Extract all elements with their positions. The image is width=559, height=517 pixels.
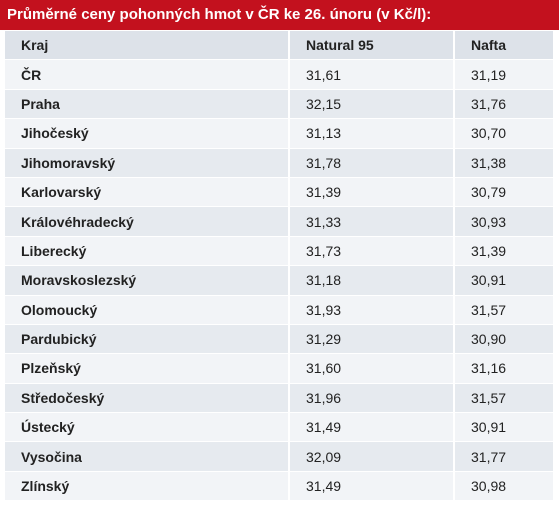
price-cell: 31,13 — [290, 119, 455, 149]
region-cell: Ústecký — [5, 413, 290, 443]
price-cell: 31,93 — [290, 295, 455, 325]
price-cell: 31,39 — [455, 236, 555, 267]
price-cell: 31,38 — [455, 148, 555, 178]
price-cell: 31,77 — [455, 442, 555, 472]
price-cell: 31,18 — [290, 266, 455, 296]
region-cell: Zlínský — [5, 471, 290, 502]
region-cell: Liberecký — [5, 236, 290, 267]
table-row: Olomoucký 31,93 31,57 — [5, 295, 555, 325]
price-cell: 30,79 — [455, 177, 555, 208]
table-row: Jihočeský 31,13 30,70 — [5, 119, 555, 149]
table-row: Jihomoravský 31,78 31,38 — [5, 148, 555, 178]
price-cell: 30,91 — [455, 266, 555, 296]
column-header: Natural 95 — [290, 31, 455, 61]
table-title: Průměrné ceny pohonných hmot v ČR ke 26.… — [0, 0, 559, 30]
table-row: Karlovarský 31,39 30,79 — [5, 177, 555, 208]
table-row: Vysočina 32,09 31,77 — [5, 442, 555, 472]
region-cell: ČR — [5, 60, 290, 90]
column-header: Nafta — [455, 31, 555, 61]
price-cell: 31,39 — [290, 177, 455, 208]
region-cell: Jihočeský — [5, 119, 290, 149]
price-cell: 31,78 — [290, 148, 455, 178]
price-cell: 31,49 — [290, 413, 455, 443]
region-cell: Středočeský — [5, 383, 290, 414]
price-cell: 31,57 — [455, 383, 555, 414]
region-cell: Královéhradecký — [5, 207, 290, 237]
price-cell: 31,73 — [290, 236, 455, 267]
price-cell: 31,60 — [290, 354, 455, 384]
price-cell: 30,70 — [455, 119, 555, 149]
region-cell: Olomoucký — [5, 295, 290, 325]
price-cell: 32,09 — [290, 442, 455, 472]
region-cell: Plzeňský — [5, 354, 290, 384]
table-row: Plzeňský 31,60 31,16 — [5, 354, 555, 384]
price-cell: 30,98 — [455, 471, 555, 502]
price-cell: 31,96 — [290, 383, 455, 414]
price-cell: 31,76 — [455, 89, 555, 120]
region-cell: Pardubický — [5, 324, 290, 355]
table-row: Praha 32,15 31,76 — [5, 89, 555, 120]
column-header: Kraj — [5, 31, 290, 61]
table-row: ČR 31,61 31,19 — [5, 60, 555, 90]
region-cell: Karlovarský — [5, 177, 290, 208]
table-row: Moravskoslezský 31,18 30,91 — [5, 266, 555, 296]
table-row: Královéhradecký 31,33 30,93 — [5, 207, 555, 237]
region-cell: Vysočina — [5, 442, 290, 472]
price-cell: 31,57 — [455, 295, 555, 325]
price-cell: 31,16 — [455, 354, 555, 384]
price-cell: 31,33 — [290, 207, 455, 237]
table-row: Ústecký 31,49 30,91 — [5, 413, 555, 443]
price-cell: 31,19 — [455, 60, 555, 90]
price-table: Kraj Natural 95 Nafta ČR 31,61 31,19 Praha 32,… — [5, 31, 555, 502]
price-cell: 31,49 — [290, 471, 455, 502]
price-cell: 31,29 — [290, 324, 455, 355]
region-cell: Moravskoslezský — [5, 266, 290, 296]
price-cell: 32,15 — [290, 89, 455, 120]
region-cell: Praha — [5, 89, 290, 120]
table-row: Středočeský 31,96 31,57 — [5, 383, 555, 414]
header-row: Kraj Natural 95 Nafta — [5, 31, 555, 61]
table-row: Liberecký 31,73 31,39 — [5, 236, 555, 267]
price-cell: 30,91 — [455, 413, 555, 443]
region-cell: Jihomoravský — [5, 148, 290, 178]
table-row: Pardubický 31,29 30,90 — [5, 324, 555, 355]
price-cell: 30,90 — [455, 324, 555, 355]
price-cell: 30,93 — [455, 207, 555, 237]
price-cell: 31,61 — [290, 60, 455, 90]
table-row: Zlínský 31,49 30,98 — [5, 471, 555, 502]
